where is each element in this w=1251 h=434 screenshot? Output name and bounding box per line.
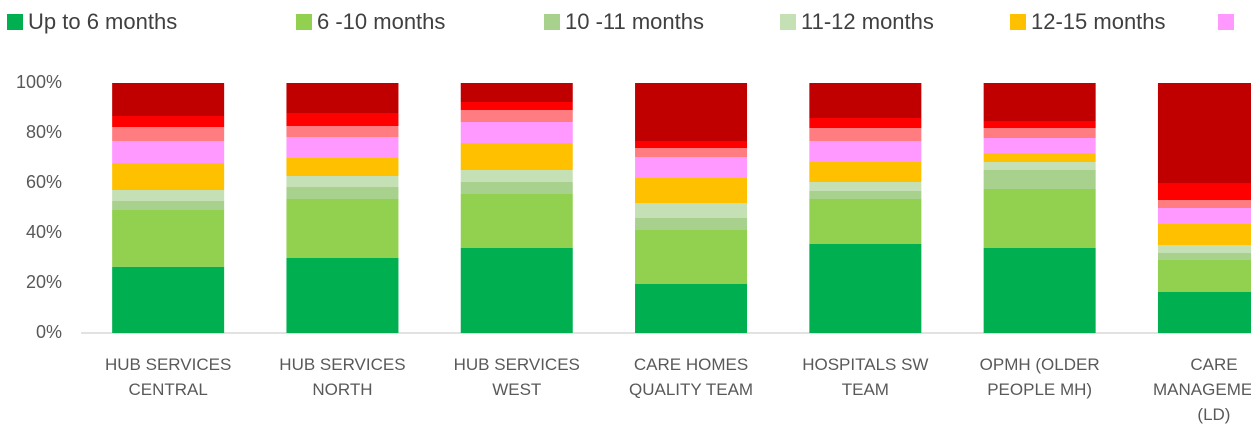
bar-segment	[460, 102, 573, 110]
bar-segment	[286, 158, 399, 176]
x-tick-label: CAREMANAGEMENT(LD)	[1153, 355, 1251, 424]
bar-segment	[809, 83, 922, 118]
y-tick-label: 20%	[26, 272, 62, 292]
bar-segment	[460, 182, 573, 194]
bar-segment	[460, 170, 573, 182]
bar-segment	[460, 83, 573, 102]
x-tick-label: CARE HOMES QUALITY TEAM	[629, 355, 753, 399]
legend-label: 12-15 months	[1031, 9, 1166, 34]
bar-segment	[635, 148, 748, 157]
x-tick-label: HUB SERVICES NORTH	[279, 355, 405, 399]
legend-swatch	[1010, 14, 1026, 30]
y-tick-label: 80%	[26, 122, 62, 142]
bar-segment	[112, 163, 225, 190]
bar-segment	[460, 110, 573, 122]
bar-segment	[809, 118, 922, 128]
legend-label: 10 -11 months	[565, 9, 704, 34]
bar-segment	[809, 191, 922, 199]
bar-segment	[635, 157, 748, 178]
bar-segment	[112, 266, 225, 333]
legend-swatch	[7, 14, 23, 30]
bar-segment	[1157, 224, 1251, 245]
bar-segment	[983, 248, 1096, 333]
bar-segment	[809, 182, 922, 191]
bar-segment	[635, 83, 748, 141]
bar-segment	[983, 189, 1096, 248]
bar-segment	[635, 218, 748, 230]
bar-segment	[112, 209, 225, 267]
bar-segment	[1157, 253, 1251, 260]
bar-segment	[1157, 183, 1251, 200]
bar-segment	[1157, 245, 1251, 253]
bar-segment	[635, 178, 748, 203]
legend-swatch	[296, 14, 312, 30]
bar-segment	[983, 153, 1096, 162]
bar-segment	[983, 138, 1096, 153]
legend-swatch	[544, 14, 560, 30]
bar-segment	[112, 127, 225, 141]
x-tick-label: HOSPITALS SW TEAM	[802, 355, 928, 399]
bar-segment	[460, 194, 573, 248]
x-tick-label: HUB SERVICES CENTRAL	[105, 355, 231, 399]
y-tick-label: 60%	[26, 172, 62, 192]
bar-segment	[286, 126, 399, 137]
bar-segment	[112, 201, 225, 210]
bar-segment	[460, 248, 573, 333]
bar-segment	[635, 284, 748, 333]
bar-segment	[983, 128, 1096, 138]
legend-swatch	[780, 14, 796, 30]
bar-segment	[1157, 260, 1251, 292]
bar-segment	[983, 170, 1096, 189]
bar-segment	[112, 116, 225, 127]
bar-segment	[1157, 83, 1251, 183]
bar-segment	[635, 141, 748, 148]
bar-segment	[286, 137, 399, 158]
legend-swatch	[1218, 14, 1234, 30]
bar-segment	[112, 141, 225, 163]
legend-label: Up to 6 months	[28, 9, 177, 34]
bar-segment	[286, 199, 399, 258]
bar-segment	[1157, 292, 1251, 333]
bar-segment	[983, 83, 1096, 121]
bar-segment	[286, 187, 399, 199]
bar-segment	[1157, 200, 1251, 208]
bar-segment	[635, 230, 748, 284]
y-tick-label: 40%	[26, 222, 62, 242]
bar-segment	[1157, 208, 1251, 224]
x-tick-label: HUB SERVICES WEST	[454, 355, 580, 399]
bar-segment	[635, 203, 748, 218]
y-tick-label: 0%	[36, 322, 62, 342]
bar-segment	[983, 162, 1096, 170]
bar-segment	[286, 83, 399, 113]
bar-segment	[112, 83, 225, 116]
legend-label: 11-12 months	[801, 9, 934, 34]
bar-segment	[286, 113, 399, 126]
x-tick-label: OPMH (OLDER PEOPLE MH)	[980, 355, 1100, 399]
bar-segment	[809, 162, 922, 182]
bar-segment	[809, 141, 922, 162]
bar-segment	[286, 176, 399, 187]
bar-segment	[286, 258, 399, 333]
bar-segment	[983, 121, 1096, 128]
y-tick-label: 100%	[16, 72, 62, 92]
legend-label: 6 -10 months	[317, 9, 445, 34]
bar-segment	[460, 143, 573, 170]
bar-segment	[809, 199, 922, 244]
bar-segment	[809, 128, 922, 141]
bar-segment	[809, 244, 922, 333]
bar-segment	[112, 190, 225, 201]
bar-segment	[460, 122, 573, 143]
